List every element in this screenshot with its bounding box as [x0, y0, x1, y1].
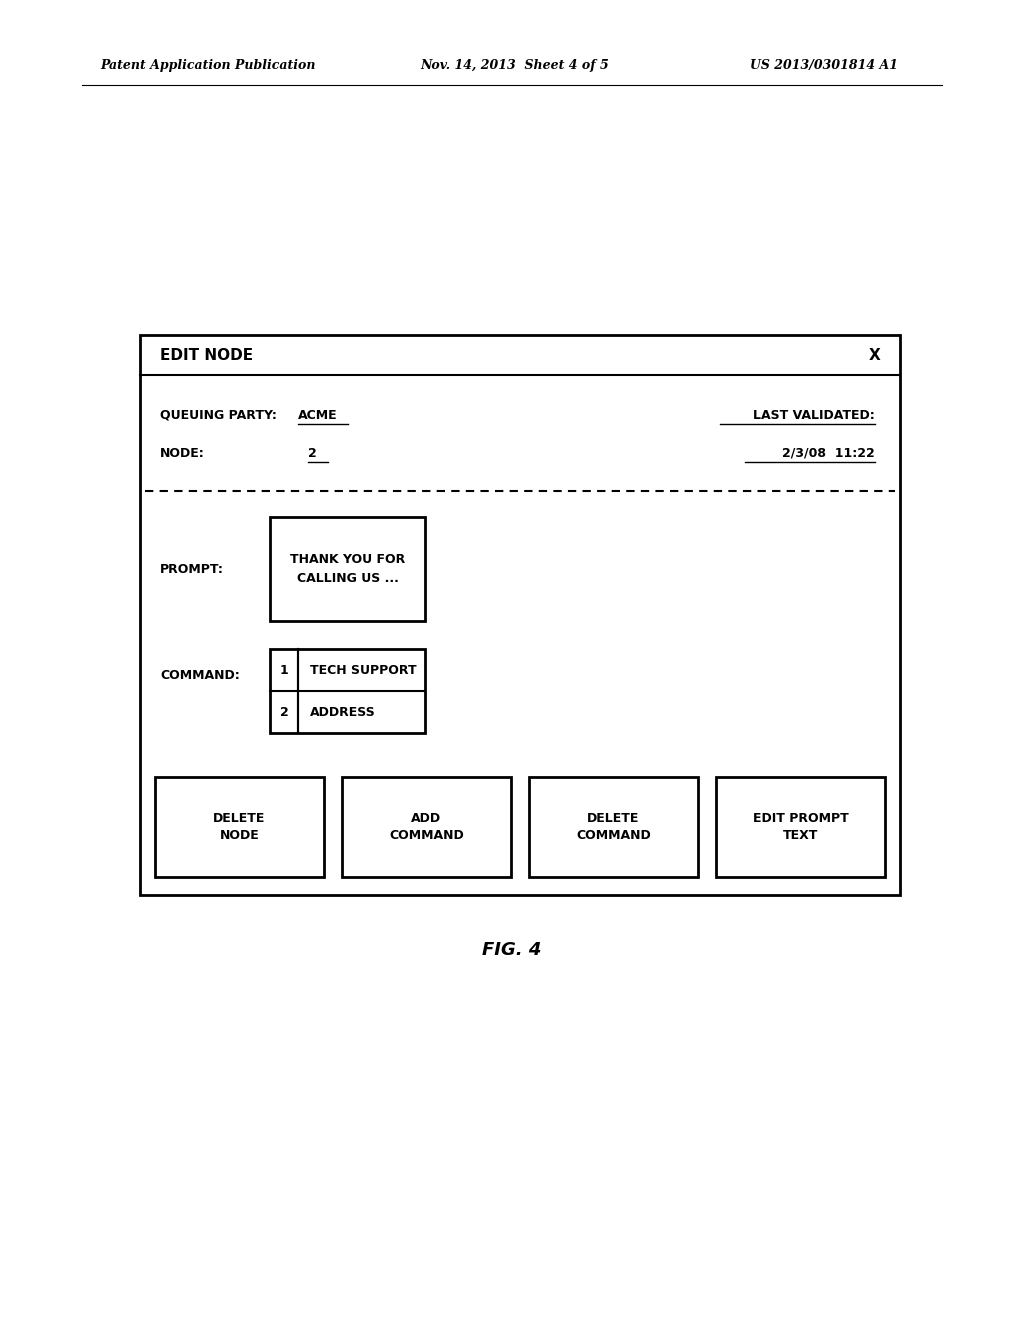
Bar	[342, 777, 511, 876]
Text: THANK YOU FOR
CALLING US ...: THANK YOU FOR CALLING US ...	[290, 553, 406, 585]
Text: TECH SUPPORT: TECH SUPPORT	[310, 664, 417, 677]
Text: US 2013/0301814 A1: US 2013/0301814 A1	[750, 58, 898, 71]
Text: EDIT PROMPT
TEXT: EDIT PROMPT TEXT	[753, 812, 848, 842]
Text: PROMPT:: PROMPT:	[160, 562, 224, 576]
Text: NODE:: NODE:	[160, 446, 205, 459]
Bar	[529, 777, 698, 876]
Text: 2: 2	[308, 446, 316, 459]
Text: ADDRESS: ADDRESS	[310, 705, 376, 718]
Bar	[270, 649, 425, 733]
Text: Patent Application Publication: Patent Application Publication	[100, 58, 315, 71]
Text: 2/3/08  11:22: 2/3/08 11:22	[782, 446, 874, 459]
Text: EDIT NODE: EDIT NODE	[160, 347, 253, 363]
Text: ACME: ACME	[298, 408, 338, 421]
Text: DELETE
NODE: DELETE NODE	[213, 812, 265, 842]
Bar	[155, 777, 324, 876]
Text: QUEUING PARTY:: QUEUING PARTY:	[160, 408, 276, 421]
Bar	[716, 777, 885, 876]
Text: X: X	[868, 347, 880, 363]
Text: 1: 1	[280, 664, 289, 677]
Text: LAST VALIDATED:: LAST VALIDATED:	[754, 408, 874, 421]
Bar	[140, 335, 900, 895]
Text: DELETE
COMMAND: DELETE COMMAND	[577, 812, 651, 842]
Text: 2: 2	[280, 705, 289, 718]
Text: FIG. 4: FIG. 4	[482, 941, 542, 960]
Text: COMMAND:: COMMAND:	[160, 668, 240, 681]
Text: Nov. 14, 2013  Sheet 4 of 5: Nov. 14, 2013 Sheet 4 of 5	[420, 58, 608, 71]
Bar	[270, 517, 425, 620]
Text: ADD
COMMAND: ADD COMMAND	[389, 812, 464, 842]
